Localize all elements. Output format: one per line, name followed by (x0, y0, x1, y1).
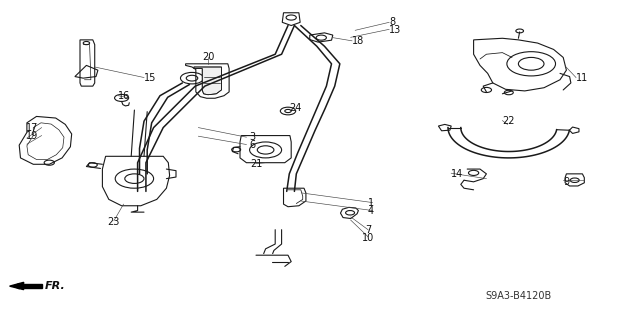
Text: 19: 19 (26, 131, 38, 141)
Text: 1: 1 (368, 197, 374, 208)
Text: 3: 3 (250, 132, 256, 142)
Polygon shape (24, 284, 42, 288)
Polygon shape (10, 282, 24, 290)
Text: 18: 18 (352, 36, 364, 47)
Text: 16: 16 (118, 91, 131, 101)
Text: 15: 15 (144, 73, 156, 83)
Text: FR.: FR. (45, 281, 65, 291)
Polygon shape (194, 67, 221, 95)
Text: 7: 7 (365, 225, 371, 235)
Text: 4: 4 (368, 205, 374, 216)
Text: 17: 17 (26, 122, 38, 133)
Text: 14: 14 (451, 169, 463, 179)
Text: 11: 11 (576, 73, 588, 83)
Text: 23: 23 (108, 217, 120, 227)
Text: 21: 21 (250, 159, 262, 169)
Text: 9: 9 (563, 177, 570, 187)
Text: 8: 8 (389, 17, 396, 27)
Text: 20: 20 (202, 52, 214, 63)
Text: 22: 22 (502, 116, 515, 126)
Text: 24: 24 (289, 103, 301, 114)
Text: 6: 6 (250, 139, 256, 150)
Text: 10: 10 (362, 233, 374, 243)
Text: 13: 13 (389, 25, 401, 35)
Text: S9A3-B4120B: S9A3-B4120B (485, 291, 552, 301)
